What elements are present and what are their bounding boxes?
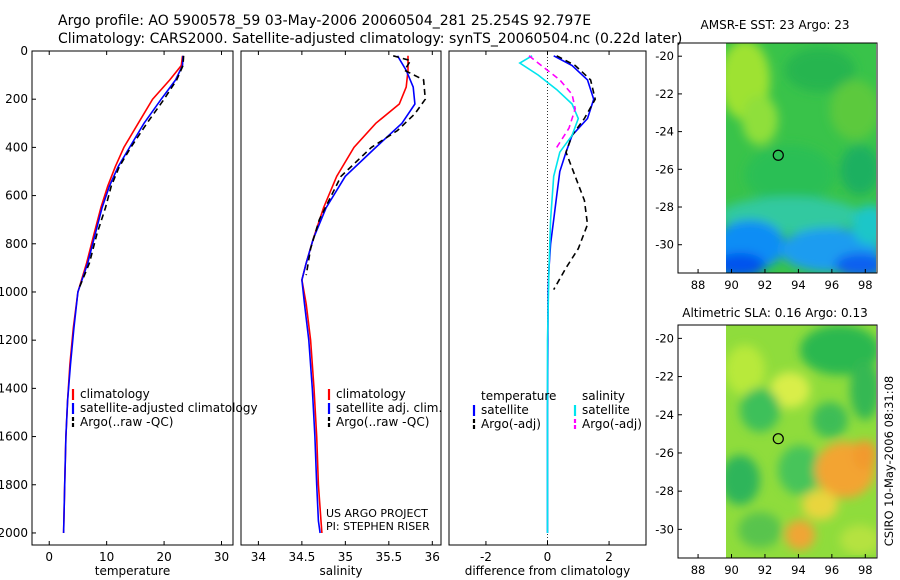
map-y-tick-label: -20: [655, 49, 674, 63]
x-tick-label: -2: [480, 550, 492, 564]
y-tick-label: 1000: [0, 285, 28, 299]
series-line: [301, 55, 416, 534]
x-tick-label: 35: [338, 550, 353, 564]
series-line: [553, 55, 597, 290]
map-x-tick-label: 96: [825, 563, 840, 577]
creation-stamp: CSIRO 10-May-2006 08:31:08: [882, 376, 896, 547]
legend-label: Argo(-adj): [481, 417, 541, 431]
map-y-tick-label: -26: [655, 162, 674, 176]
legend-label: Argo(-adj): [582, 417, 642, 431]
y-tick-label: 200: [5, 92, 28, 106]
legend-label: satellite: [481, 403, 529, 417]
series-line: [528, 55, 577, 148]
sla-map: 88 90 92 94 96 98 -20 -22 -24 -26 -28 -30: [655, 324, 878, 577]
legend-label: satellite-adjusted climatology: [80, 401, 258, 415]
map-x-tick-label: 94: [791, 278, 806, 292]
project-line-2: PI: STEPHEN RISER: [326, 520, 430, 533]
plot-frame: [31, 50, 234, 546]
map-y-tick-label: -26: [655, 446, 674, 460]
x-tick-label: 34: [251, 550, 266, 564]
sst-map: 88 90 92 94 96 98 -20 -22 -24 -26 -28 -30: [655, 42, 878, 292]
sst-field: [726, 43, 876, 273]
series-line: [62, 55, 184, 534]
x-tick-label: 10: [99, 550, 114, 564]
legend-label: Argo(..raw -QC): [80, 415, 173, 429]
legend-label: temperature: [481, 389, 556, 403]
x-tick-label: 2: [605, 550, 613, 564]
map-x-tick-label: 98: [858, 278, 873, 292]
x-tick-label: 36: [425, 550, 440, 564]
map-y-tick-label: -30: [655, 522, 674, 536]
series-line: [546, 55, 595, 533]
x-tick-label: 30: [214, 550, 229, 564]
y-tick-label: 1200: [0, 333, 28, 347]
x-tick-label: 0: [45, 550, 53, 564]
x-tick-label: 20: [156, 550, 171, 564]
sst-field-patches: [726, 43, 876, 273]
y-tick-label: 2000: [0, 526, 28, 540]
map-x-tick-label: 90: [724, 563, 739, 577]
x-axis-label: difference from climatology: [465, 564, 631, 578]
map-y-tick-label: -28: [655, 200, 674, 214]
y-tick-label: 1600: [0, 430, 28, 444]
map-x-tick-label: 90: [724, 278, 739, 292]
legend-label: satellite: [582, 403, 630, 417]
map-frame: [677, 42, 878, 274]
series-line: [518, 55, 580, 533]
y-tick-label: 1400: [0, 381, 28, 395]
y-tick-label: 0: [20, 44, 28, 58]
map-y-tick-label: -20: [655, 331, 674, 345]
map-y-tick-label: -22: [655, 87, 674, 101]
map-x-tick-label: 92: [758, 563, 773, 577]
header-line-2: Climatology: CARS2000. Satellite-adjuste…: [58, 31, 682, 47]
y-tick-label: 800: [5, 237, 28, 251]
series-line: [305, 55, 427, 276]
legend-label: climatology: [80, 387, 150, 401]
y-tick-label: 600: [5, 189, 28, 203]
map-x-tick-label: 92: [758, 278, 773, 292]
map-y-tick-label: -24: [655, 125, 674, 139]
x-axis-label: salinity: [319, 564, 362, 578]
map-x-tick-label: 96: [825, 278, 840, 292]
x-tick-label: 35.5: [375, 550, 402, 564]
series-line: [62, 55, 184, 534]
legend-label: Argo(..raw -QC): [336, 415, 429, 429]
map-y-tick-label: -28: [655, 484, 674, 498]
map-y-tick-label: -22: [655, 370, 674, 384]
map-y-tick-label: -24: [655, 408, 674, 422]
float-location-marker: [772, 149, 784, 161]
project-line-1: US ARGO PROJECT: [326, 507, 428, 520]
salinity-panel: 34 34.5 35 35.5 36 salinity climatologysatelli…: [240, 50, 442, 578]
sst-map-title: AMSR-E SST: 23 Argo: 23: [701, 18, 850, 32]
map-frame: [677, 324, 878, 559]
map-y-tick-label: -30: [655, 238, 674, 252]
series-line: [77, 55, 185, 290]
legend-label: satellite adj. clim.: [336, 401, 442, 415]
series-line: [301, 55, 409, 534]
y-tick-label: 400: [5, 140, 28, 154]
x-tick-label: 0: [544, 550, 552, 564]
map-x-tick-label: 88: [691, 563, 706, 577]
map-x-tick-label: 88: [691, 278, 706, 292]
temperature-panel: 0 10 20 30 0 200 400 600 800 1000 1200 1400 1600 1800…: [0, 44, 258, 578]
sla-field-patches: [726, 325, 876, 555]
sla-map-title: Altimetric SLA: 0.16 Argo: 0.13: [682, 306, 867, 320]
plot-frame: [240, 50, 442, 546]
legend-label: salinity: [582, 389, 625, 403]
float-location-marker: [772, 433, 784, 445]
header-line-1: Argo profile: AO 5900578_59 03-May-2006 …: [58, 13, 591, 29]
sla-field: [726, 325, 876, 558]
map-x-tick-label: 94: [791, 563, 806, 577]
x-tick-label: 34.5: [289, 550, 316, 564]
y-tick-label: 1800: [0, 478, 28, 492]
map-x-tick-label: 98: [858, 563, 873, 577]
x-axis-label: temperature: [95, 564, 170, 578]
legend-label: climatology: [336, 387, 406, 401]
